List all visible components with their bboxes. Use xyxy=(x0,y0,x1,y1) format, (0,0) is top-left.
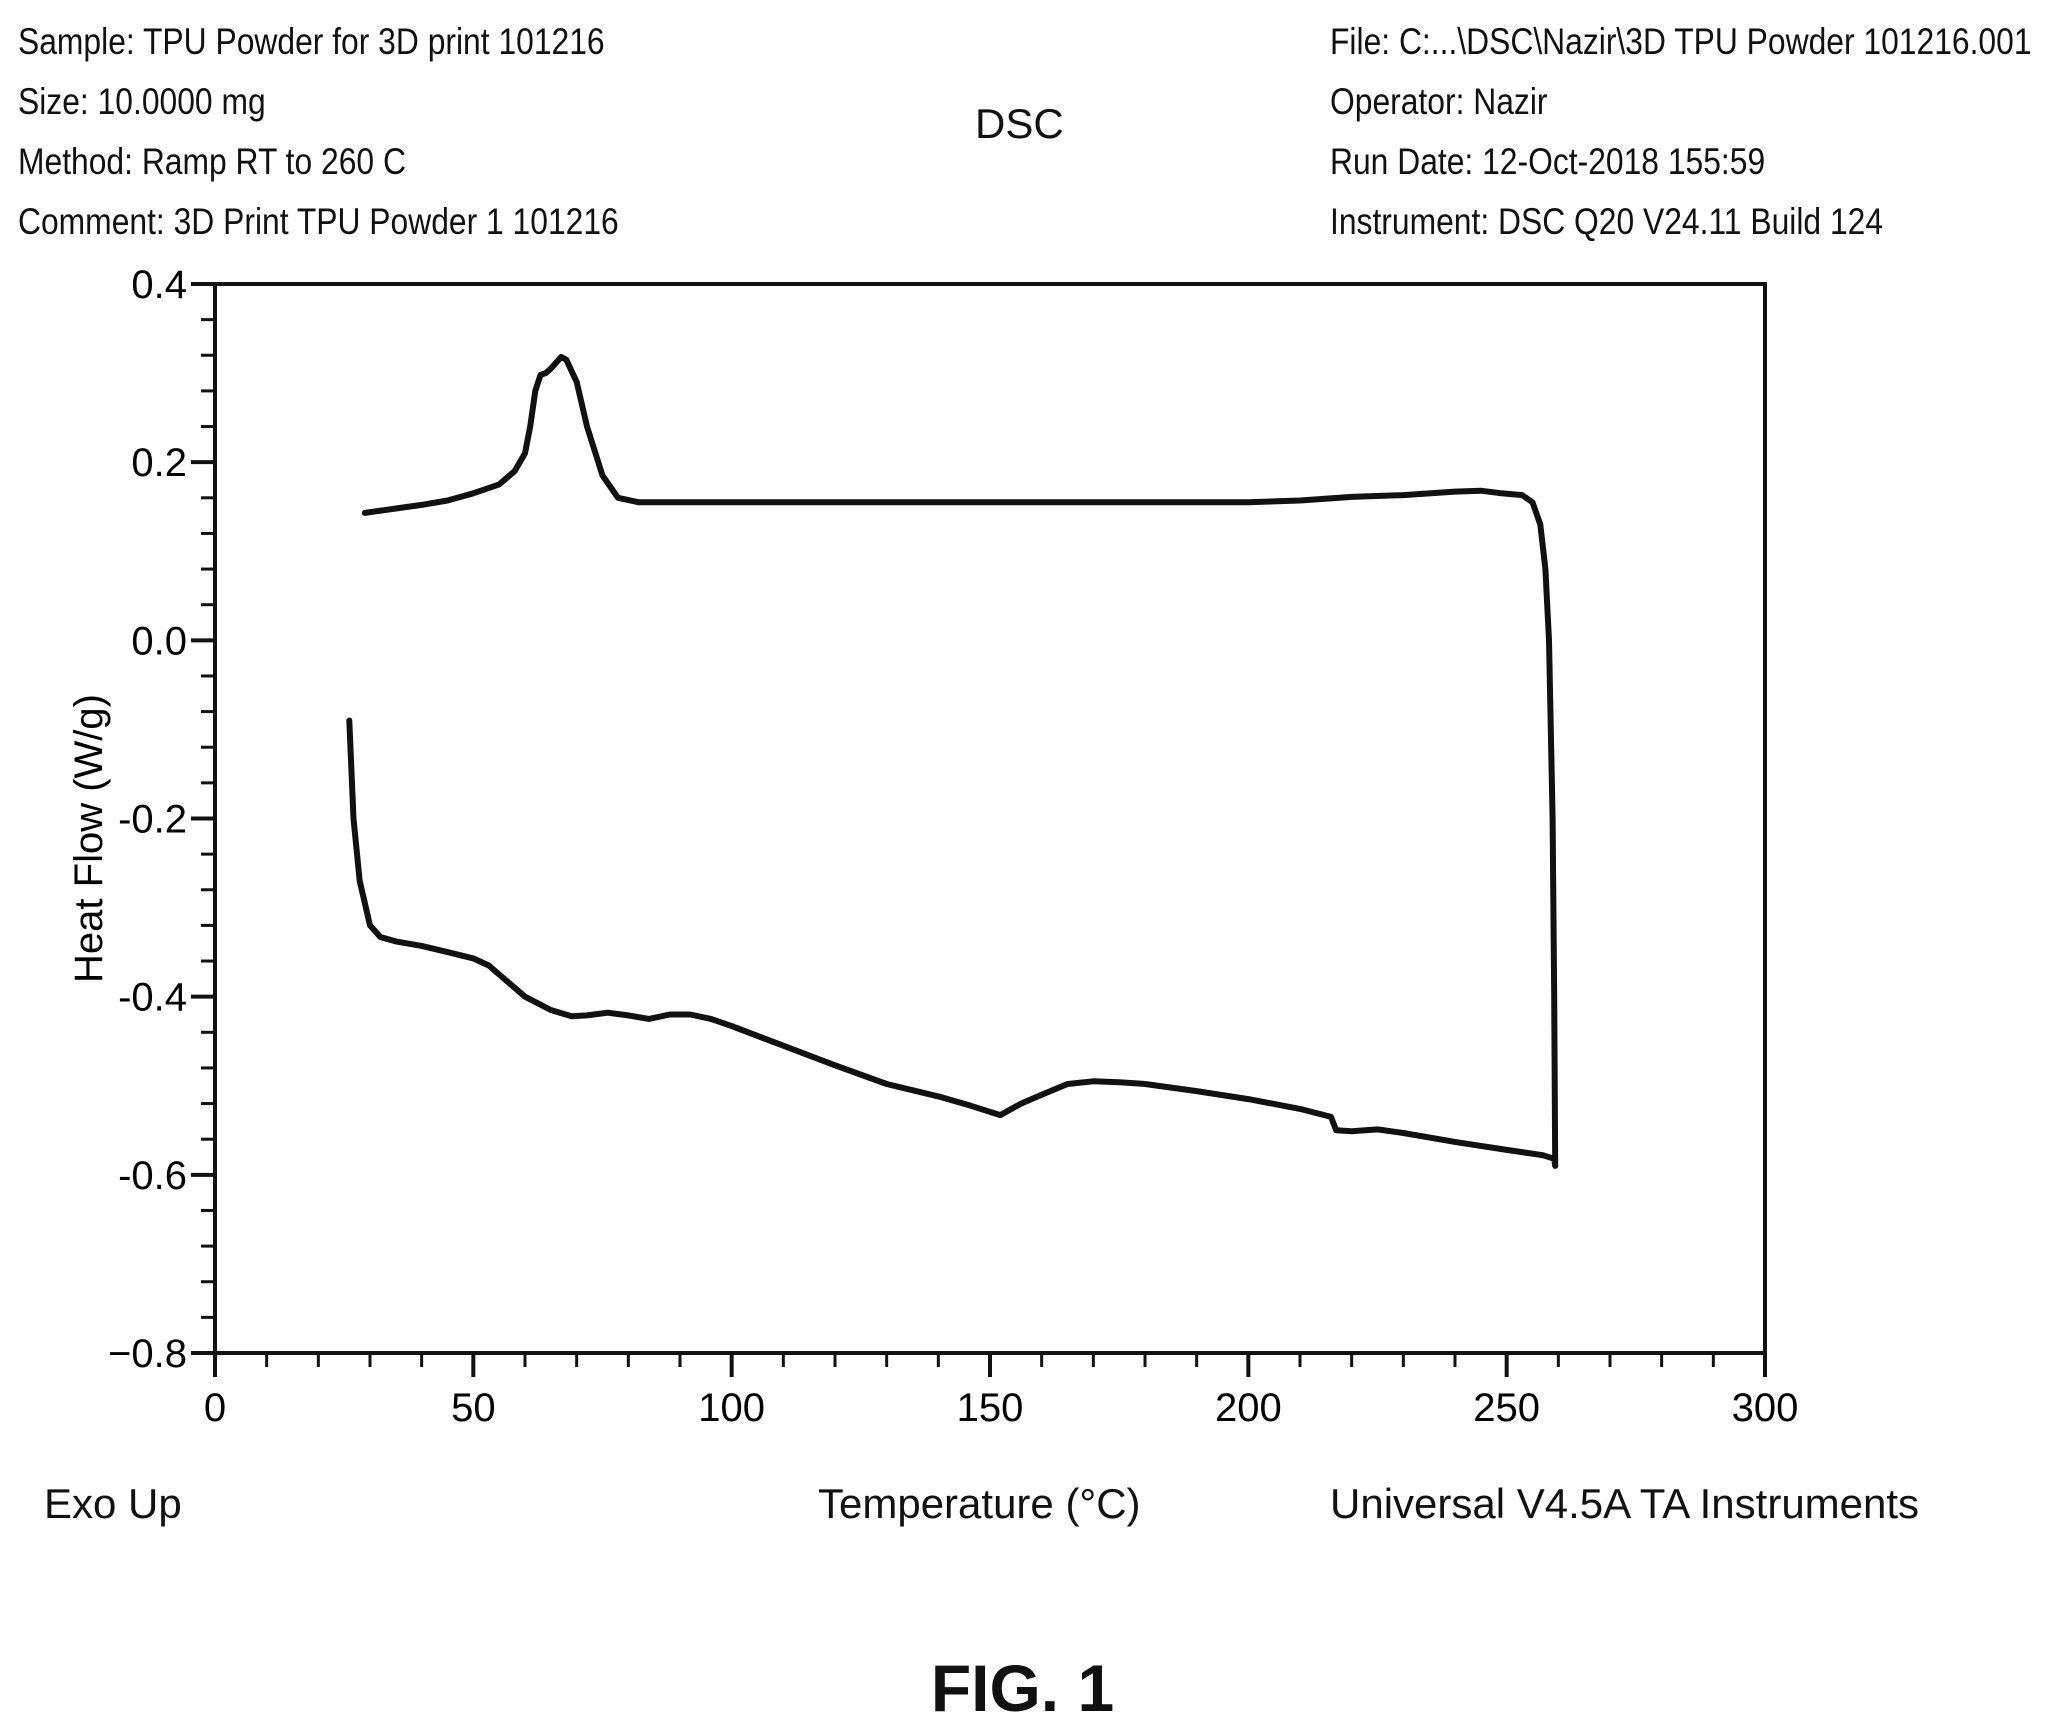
software-label: Universal V4.5A TA Instruments xyxy=(1330,1480,1920,1527)
x-tick-label: 250 xyxy=(1473,1386,1540,1430)
y-tick-label: -0.6 xyxy=(118,1154,187,1198)
instrument-line: Instrument: DSC Q20 V24.11 Build 124 xyxy=(1330,201,1884,242)
sample-info: Sample: TPU Powder for 3D print 101216 S… xyxy=(18,12,619,252)
x-tick-label: 50 xyxy=(451,1386,496,1430)
y-tick-label: −0.8 xyxy=(108,1332,187,1376)
y-axis-label: Heat Flow (W/g) xyxy=(67,694,111,983)
x-axis-label: Temperature (°C) xyxy=(818,1480,1141,1527)
comment-line: Comment: 3D Print TPU Powder 1 101216 xyxy=(18,201,619,242)
y-tick-label: 0.0 xyxy=(131,619,187,663)
y-tick-label: 0.4 xyxy=(131,263,187,307)
operator-line: Operator: Nazir xyxy=(1330,81,1548,122)
x-tick-label: 100 xyxy=(698,1386,765,1430)
figure-label: FIG. 1 xyxy=(930,1651,1115,1725)
heat-flow-curve xyxy=(346,354,1559,1169)
sample-line: Sample: TPU Powder for 3D print 101216 xyxy=(18,21,605,62)
y-tick-label: -0.2 xyxy=(118,798,187,842)
run-info: File: C:...\DSC\Nazir\3D TPU Powder 1012… xyxy=(1330,12,2032,252)
run-date-line: Run Date: 12-Oct-2018 155:59 xyxy=(1330,141,1766,182)
x-tick-label: 200 xyxy=(1215,1386,1282,1430)
method-line: Method: Ramp RT to 260 C xyxy=(18,141,406,182)
y-tick-label: 0.2 xyxy=(131,441,187,485)
y-tick-label: -0.4 xyxy=(118,976,187,1020)
exo-up-label: Exo Up xyxy=(44,1480,182,1527)
x-tick-label: 300 xyxy=(1732,1386,1799,1430)
size-line: Size: 10.0000 mg xyxy=(18,81,266,122)
x-tick-label: 0 xyxy=(204,1386,226,1430)
plot-frame xyxy=(213,282,1767,1355)
x-tick-label: 150 xyxy=(957,1386,1024,1430)
file-line: File: C:...\DSC\Nazir\3D TPU Powder 1012… xyxy=(1330,21,2032,62)
dsc-chart: 0 50 100 150 200 250 300 0.4 0.2 0.0 -0.2 -0.4 -0.6 −… xyxy=(67,263,1799,1430)
chart-title: DSC xyxy=(975,100,1064,147)
